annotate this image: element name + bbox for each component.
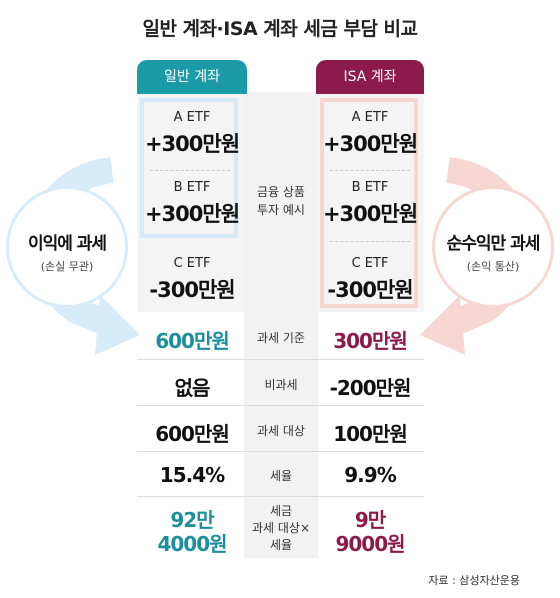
source-note: 자료 : 삼성자산운용	[428, 574, 520, 587]
right-circle: 순수익만 과세 (손익 통산)	[432, 186, 554, 308]
general-taxed-box	[140, 98, 238, 238]
isa-etf-a-value: +300만원	[322, 132, 418, 156]
taxable-label: 과세 대상	[257, 424, 305, 438]
general-etf-c-name: C ETF	[173, 256, 211, 271]
page-title: 일반 계좌·ISA 계좌 세금 부담 비교	[142, 18, 418, 40]
isa-etf-b-name: B ETF	[351, 180, 389, 195]
left-circle-title: 이익에 과세	[27, 234, 107, 254]
general-account-header: 일반 계좌	[137, 60, 247, 94]
isa-tax-rate: 9.9%	[344, 463, 396, 487]
tax-label-2: 과세 대상×	[251, 521, 311, 535]
tax-label-1: 세금	[269, 504, 293, 518]
isa-etf-c-value: -300만원	[327, 278, 413, 302]
isa-divider	[330, 170, 410, 171]
general-tax-basis: 600만원	[155, 329, 230, 353]
left-circle-subtitle: (손실 무관)	[40, 260, 94, 273]
general-etf-b-value: +300만원	[144, 202, 240, 226]
row-separator	[137, 359, 424, 360]
general-column-bg	[137, 94, 247, 312]
isa-tax-line-2: 9000원	[335, 532, 405, 556]
isa-divider	[330, 241, 410, 242]
products-label-2: 투자 예시	[257, 203, 305, 217]
general-etf-a-name: A ETF	[173, 110, 211, 125]
left-circle: 이익에 과세 (손실 무관)	[6, 186, 128, 308]
products-label-1: 금융 상품	[257, 185, 305, 199]
non-taxable-label: 비과세	[264, 378, 298, 392]
isa-tax-basis: 300만원	[333, 329, 408, 353]
isa-etf-a-name: A ETF	[351, 110, 389, 125]
isa-tax-line-1: 9만	[354, 508, 386, 532]
row-separator	[137, 451, 424, 452]
tax-rate-label: 세율	[269, 469, 293, 483]
general-non-taxable: 없음	[174, 376, 211, 400]
general-etf-c-value: -300만원	[149, 278, 235, 302]
general-etf-a-value: +300만원	[144, 132, 240, 156]
isa-column-bg	[316, 94, 424, 312]
tax-basis-label: 과세 기준	[257, 331, 305, 345]
right-circle-title: 순수익만 과세	[446, 234, 541, 254]
general-etf-b-name: B ETF	[173, 180, 211, 195]
general-tax-line-2: 4000원	[157, 532, 227, 556]
middle-column	[244, 92, 318, 558]
isa-netted-box	[320, 98, 418, 308]
row-separator	[137, 496, 424, 497]
row-separator	[137, 405, 424, 406]
isa-taxable: 100만원	[333, 422, 408, 446]
general-tax-line-1: 92만	[170, 508, 214, 532]
right-circle-subtitle: (손익 통산)	[466, 260, 520, 273]
isa-etf-b-value: +300만원	[322, 202, 418, 226]
general-divider	[150, 170, 230, 171]
isa-etf-c-name: C ETF	[351, 256, 389, 271]
isa-account-header: ISA 계좌	[316, 60, 424, 94]
general-taxable: 600만원	[155, 422, 230, 446]
general-tax-rate: 15.4%	[159, 463, 225, 487]
tax-label-3: 세율	[269, 538, 293, 552]
isa-non-taxable: -200만원	[329, 376, 412, 400]
